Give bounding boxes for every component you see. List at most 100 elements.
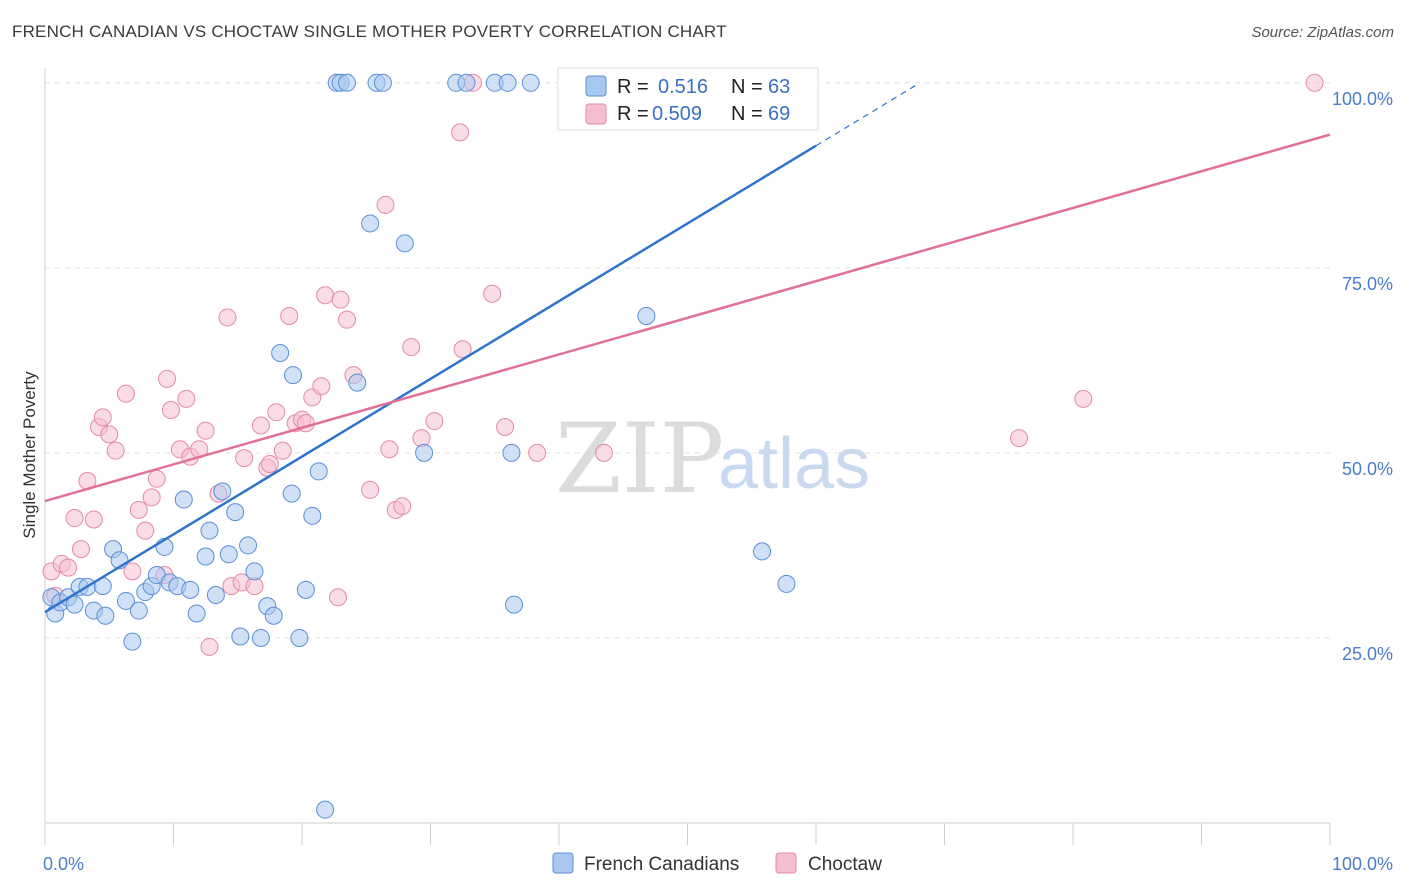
choctaw-point-51	[380, 440, 399, 459]
choctaw-point-62	[528, 443, 547, 462]
choctaw-point-4	[65, 509, 84, 528]
legend-n-value-2: 69	[768, 103, 790, 125]
french-canadians-point-60	[637, 306, 656, 325]
legend-r-label-1: R =	[617, 76, 649, 98]
choctaw-point-67	[1305, 73, 1324, 92]
bottom-legend-swatch-blue	[552, 852, 574, 874]
legend-n-label-2: N =	[731, 103, 763, 125]
choctaw-point-50	[376, 195, 395, 214]
choctaw-point-46	[331, 290, 350, 309]
choctaw-point-35	[260, 455, 279, 474]
french-canadians-point-52	[415, 443, 434, 462]
choctaw-point-25	[196, 421, 215, 440]
french-canadians-point-9	[96, 606, 115, 625]
choctaw-point-66	[1074, 389, 1093, 408]
choctaw-point-17	[147, 469, 166, 488]
choctaw-point-10	[100, 425, 119, 444]
choctaw-points	[42, 73, 1324, 656]
french-canadians-point-31	[239, 536, 258, 555]
french-canadians-point-51	[395, 234, 414, 253]
french-canadians-trend-extension	[815, 83, 920, 147]
choctaw-point-15	[136, 521, 155, 540]
french-canadians-point-39	[290, 628, 309, 647]
french-canadians-point-56	[498, 73, 517, 92]
french-canadians-point-36	[271, 343, 290, 362]
choctaw-point-65	[1010, 429, 1029, 448]
choctaw-point-60	[483, 284, 502, 303]
french-canadians-point-46	[337, 73, 356, 92]
french-canadians-point-59	[521, 73, 540, 92]
french-canadians-point-47	[348, 373, 367, 392]
choctaw-point-55	[412, 429, 431, 448]
choctaw-point-12	[116, 384, 135, 403]
french-canadians-point-41	[303, 506, 322, 525]
french-canadians-point-30	[231, 627, 250, 646]
french-canadians-point-26	[206, 586, 225, 605]
french-canadians-point-22	[181, 580, 200, 599]
french-canadians-point-27	[213, 482, 232, 501]
bottom-legend-label-1: French Canadians	[584, 854, 739, 875]
legend-n-value-1: 63	[768, 76, 790, 98]
french-canadians-point-42	[309, 462, 328, 481]
choctaw-point-16	[142, 488, 161, 507]
choctaw-point-19	[158, 369, 177, 388]
chart-source: Source: ZipAtlas.com	[1251, 24, 1394, 41]
french-canadians-point-43	[316, 800, 335, 819]
choctaw-point-44	[316, 286, 335, 305]
french-canadians-trend-line	[44, 144, 817, 614]
choctaw-point-43	[312, 377, 331, 396]
x-tick-label-0: 0.0%	[43, 854, 84, 874]
choctaw-point-11	[106, 441, 125, 460]
bottom-legend: French Canadians Choctaw	[552, 852, 882, 875]
french-canadians-point-62	[777, 574, 796, 593]
grid-lines	[45, 82, 1330, 639]
french-canadians-point-4	[65, 595, 84, 614]
choctaw-point-20	[161, 400, 180, 419]
choctaw-trend-line	[44, 133, 1331, 503]
legend-swatch-blue	[585, 75, 607, 97]
y-tick-labels: 25.0% 50.0% 75.0% 100.0%	[1332, 89, 1393, 664]
y-axis-label: Single Mother Poverty	[20, 371, 39, 539]
x-tick-label-1: 100.0%	[1332, 854, 1393, 874]
choctaw-point-56	[425, 412, 444, 431]
french-canadians-point-12	[116, 591, 135, 610]
chart-title: FRENCH CANADIAN VS CHOCTAW SINGLE MOTHER…	[12, 22, 727, 41]
french-canadians-point-28	[219, 545, 238, 564]
choctaw-point-38	[280, 306, 299, 325]
legend-r-value-1: 0.516	[658, 76, 708, 98]
x-tick-labels: 0.0% 100.0%	[43, 854, 1393, 874]
choctaw-point-54	[402, 338, 421, 357]
legend-swatch-pink	[585, 103, 607, 125]
french-canadians-point-54	[457, 73, 476, 92]
choctaw-point-28	[218, 308, 237, 327]
trend-lines	[44, 83, 1331, 614]
french-canadians-point-48	[361, 214, 380, 233]
choctaw-point-37	[273, 441, 292, 460]
french-canadians-point-33	[251, 628, 270, 647]
choctaw-point-33	[251, 416, 270, 435]
bottom-legend-label-2: Choctaw	[808, 854, 882, 875]
choctaw-point-26	[200, 637, 219, 656]
y-tick-label-0: 25.0%	[1342, 644, 1393, 664]
choctaw-point-58	[453, 340, 472, 359]
bottom-legend-swatch-pink	[775, 852, 797, 874]
french-canadians-point-50	[373, 73, 392, 92]
y-tick-label-1: 50.0%	[1342, 459, 1393, 479]
french-canadians-point-29	[226, 503, 245, 522]
legend-r-label-2: R =	[617, 103, 649, 125]
french-canadians-point-57	[502, 443, 521, 462]
choctaw-point-45	[328, 588, 347, 607]
watermark-atlas: atlas	[718, 424, 870, 504]
y-tick-label-2: 75.0%	[1342, 274, 1393, 294]
choctaw-point-5	[71, 540, 90, 559]
choctaw-point-49	[361, 480, 380, 499]
legend-n-label-1: N =	[731, 76, 763, 98]
french-canadians-point-24	[196, 547, 215, 566]
choctaw-point-61	[496, 417, 515, 436]
choctaw-point-36	[267, 403, 286, 422]
french-canadians-point-35	[264, 606, 283, 625]
choctaw-point-3	[59, 558, 78, 577]
choctaw-point-9	[93, 408, 112, 427]
choctaw-point-13	[123, 562, 142, 581]
